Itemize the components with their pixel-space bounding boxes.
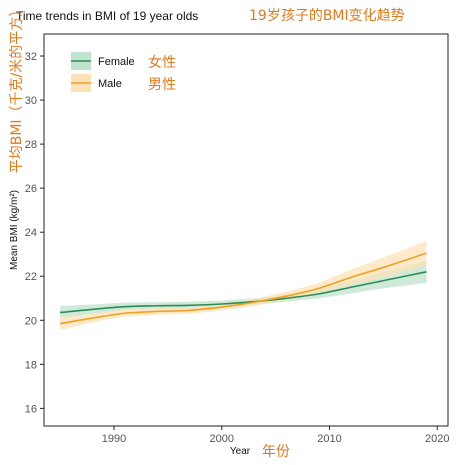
y-tick-label: 26 <box>25 183 37 195</box>
y-tick-label: 22 <box>25 271 37 283</box>
x-tick-label: 2010 <box>317 433 341 445</box>
line-female <box>60 271 427 314</box>
plot-panel <box>43 33 449 427</box>
y-axis: 16 18 20 22 24 26 28 30 32 <box>25 51 44 415</box>
y-tick-label: 16 <box>25 403 37 415</box>
chart-title-annotation: 19岁孩子的BMI变化趋势 <box>249 8 405 24</box>
chart-title: Time trends in BMI of 19 year olds <box>16 9 198 23</box>
band-male <box>60 241 427 331</box>
legend-label-female: Female <box>98 56 135 68</box>
y-tick-label: 18 <box>25 359 37 371</box>
legend-annotation-male: 男性 <box>148 77 176 93</box>
x-tick-label: 2000 <box>210 433 234 445</box>
y-axis-label: Mean BMI (kg/m²) <box>9 190 20 270</box>
x-tick-label: 2020 <box>425 433 449 445</box>
confidence-bands <box>60 241 427 331</box>
legend-annotation-female: 女性 <box>148 54 176 71</box>
x-axis-label: Year <box>230 446 251 457</box>
x-axis-label-annotation: 年份 <box>262 444 290 460</box>
y-tick-label: 24 <box>25 227 37 239</box>
legend: Female 女性 Male 男性 <box>71 52 176 93</box>
x-axis: 1990 2000 2010 2020 <box>102 426 449 445</box>
y-axis-label-annotation: 平均BMI（千克/米的平方） <box>9 3 25 174</box>
line-male <box>60 252 427 325</box>
band-female <box>60 260 427 319</box>
y-tick-label: 20 <box>25 315 37 327</box>
y-tick-label: 30 <box>25 95 37 107</box>
y-tick-label: 32 <box>25 51 37 63</box>
legend-label-male: Male <box>98 78 122 90</box>
x-tick-label: 1990 <box>102 433 126 445</box>
y-tick-label: 28 <box>25 139 37 151</box>
series-lines <box>60 252 427 325</box>
